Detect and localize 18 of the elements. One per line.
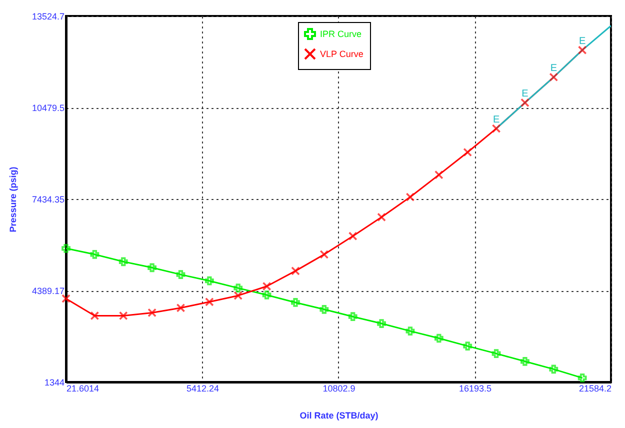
x-axis-title: Oil Rate (STB/day) xyxy=(300,410,378,420)
y-tick-label: 7434.35 xyxy=(32,194,64,204)
annotation: E xyxy=(492,114,500,126)
legend-label: IPR Curve xyxy=(320,29,362,39)
y-tick-label: 13524.7 xyxy=(32,12,64,22)
legend-label: VLP Curve xyxy=(320,49,364,59)
x-tick-label: 5412.24 xyxy=(186,384,220,394)
y-tick-label: 1344 xyxy=(44,378,64,388)
annotation: E xyxy=(522,88,529,100)
x-tick-label: 10802.9 xyxy=(322,384,356,394)
annotation: E xyxy=(578,36,586,48)
x-tick-label: 21.6014 xyxy=(66,384,100,394)
y-tick-label: 4389.17 xyxy=(32,286,64,296)
y-axis-title: Pressure (psig) xyxy=(8,166,18,232)
x-tick-label: 16193.5 xyxy=(458,384,492,394)
x-tick-label: 21584.2 xyxy=(578,384,612,394)
y-tick-label: 10479.5 xyxy=(32,103,64,113)
annotation: E xyxy=(550,63,558,74)
